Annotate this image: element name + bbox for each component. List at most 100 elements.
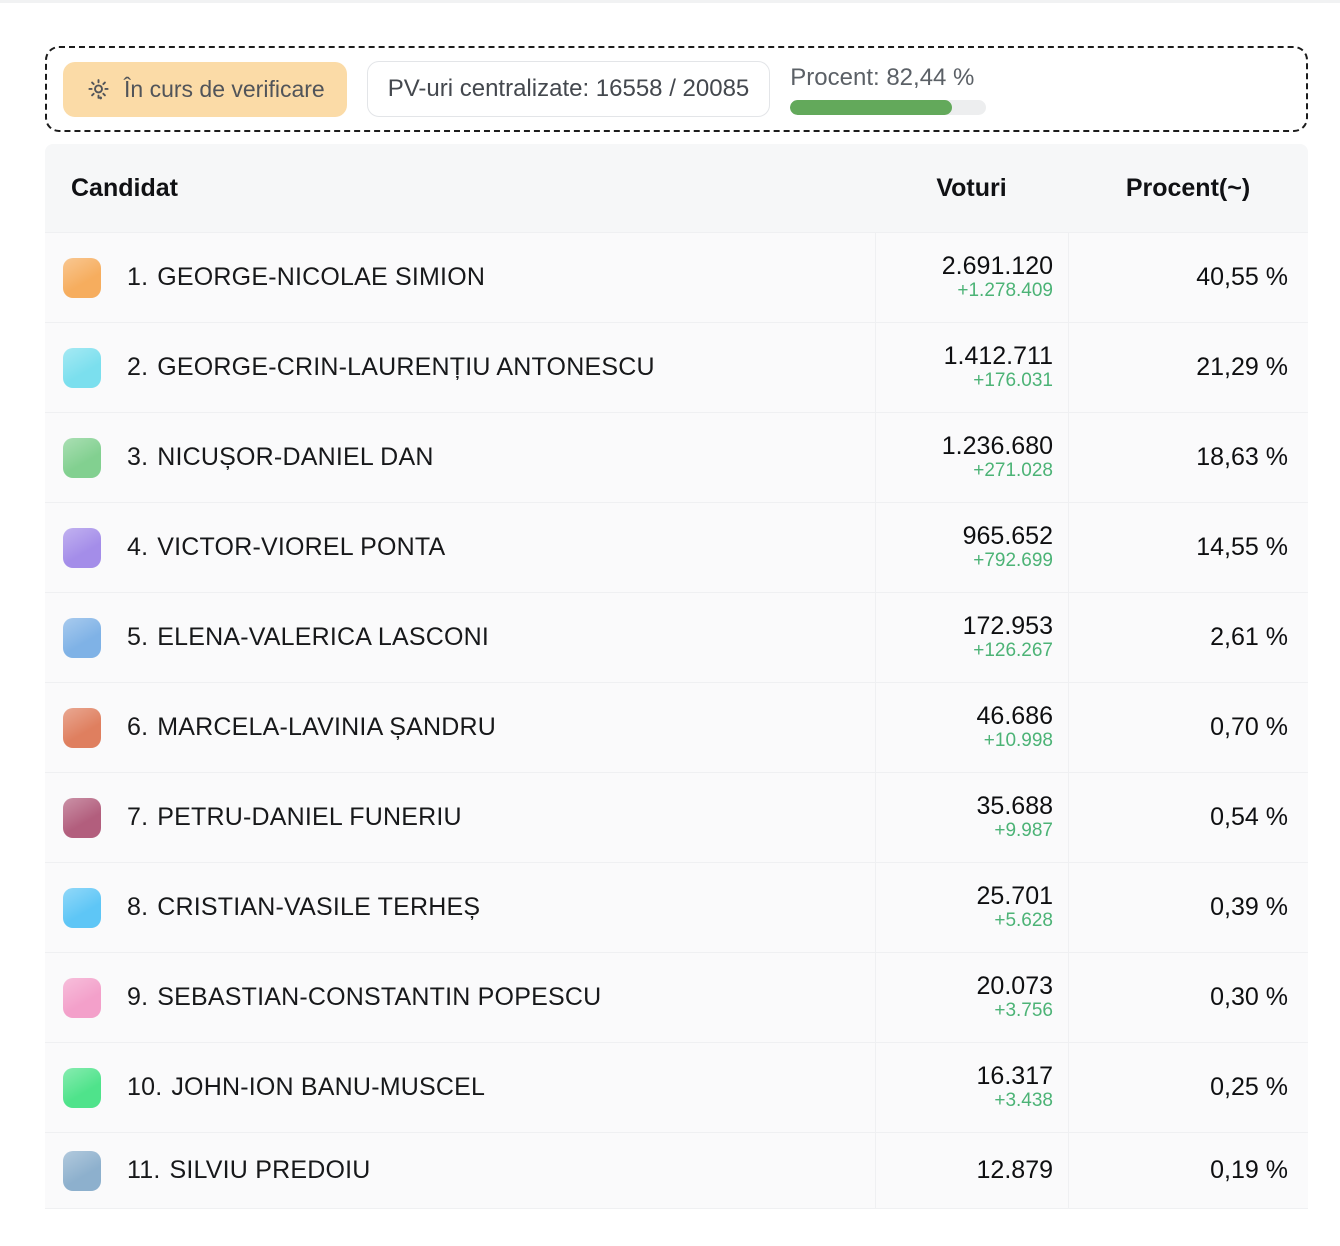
candidate-row[interactable]: 6. MARCELA-LAVINIA ȘANDRU 46.686 +10.998 … <box>45 682 1308 772</box>
vote-count: 1.236.680 <box>941 431 1053 460</box>
percent-value: 0,19 % <box>1210 1156 1288 1184</box>
vote-delta: +1.278.409 <box>957 280 1053 302</box>
votes-cell: 2.691.120 +1.278.409 <box>875 233 1068 322</box>
votes-cell: 16.317 +3.438 <box>875 1043 1068 1132</box>
candidate-name-text: 5. ELENA-VALERICA LASCONI <box>127 623 489 652</box>
percent-value: 21,29 % <box>1196 353 1288 381</box>
candidate-name-text: 10. JOHN-ION BANU-MUSCEL <box>127 1073 485 1102</box>
candidate-rank: 8. <box>127 893 149 921</box>
candidate-row[interactable]: 11. SILVIU PREDOIU 12.879 0,19 % <box>45 1132 1308 1208</box>
candidate-row[interactable]: 10. JOHN-ION BANU-MUSCEL 16.317 +3.438 0,… <box>45 1042 1308 1132</box>
vote-count: 20.073 <box>976 971 1053 1000</box>
party-color-swatch <box>63 1067 101 1108</box>
vote-delta: +3.438 <box>994 1090 1053 1112</box>
candidate-name: NICUȘOR-DANIEL DAN <box>157 443 434 471</box>
candidate-cell: 7. PETRU-DANIEL FUNERIU <box>45 797 875 838</box>
candidate-cell: 10. JOHN-ION BANU-MUSCEL <box>45 1067 875 1108</box>
candidate-name-text: 1. GEORGE-NICOLAE SIMION <box>127 263 485 292</box>
vote-delta: +10.998 <box>983 730 1053 752</box>
votes-cell: 172.953 +126.267 <box>875 593 1068 682</box>
votes-cell: 1.236.680 +271.028 <box>875 413 1068 502</box>
candidate-row[interactable]: 5. ELENA-VALERICA LASCONI 172.953 +126.26… <box>45 592 1308 682</box>
vote-delta: +792.699 <box>973 550 1053 572</box>
candidate-cell: 6. MARCELA-LAVINIA ȘANDRU <box>45 707 875 748</box>
progress-label: Procent: 82,44 % <box>790 63 975 91</box>
percent-value: 18,63 % <box>1196 443 1288 471</box>
candidate-cell: 11. SILVIU PREDOIU <box>45 1150 875 1191</box>
vote-count: 25.701 <box>976 881 1053 910</box>
percent-cell: 21,29 % <box>1068 323 1308 412</box>
votes-cell: 20.073 +3.756 <box>875 953 1068 1042</box>
candidate-rank: 5. <box>127 623 149 651</box>
party-color-swatch <box>63 887 101 928</box>
vote-delta: +3.756 <box>994 1000 1053 1022</box>
votes-cell: 35.688 +9.987 <box>875 773 1068 862</box>
percent-cell: 0,39 % <box>1068 863 1308 952</box>
candidate-cell: 2. GEORGE-CRIN-LAURENȚIU ANTONESCU <box>45 347 875 388</box>
vote-delta: +9.987 <box>994 820 1053 842</box>
vote-count: 46.686 <box>976 701 1053 730</box>
percent-cell: 0,19 % <box>1068 1133 1308 1208</box>
party-color-swatch <box>63 977 101 1018</box>
candidate-row[interactable]: 7. PETRU-DANIEL FUNERIU 35.688 +9.987 0,5… <box>45 772 1308 862</box>
progress-block: Procent: 82,44 % <box>790 63 987 115</box>
candidate-cell: 9. SEBASTIAN-CONSTANTIN POPESCU <box>45 977 875 1018</box>
percent-value: 0,30 % <box>1210 983 1288 1011</box>
percent-value: 40,55 % <box>1196 263 1288 291</box>
verification-status-label: În curs de verificare <box>124 75 325 102</box>
candidate-row[interactable]: 9. SEBASTIAN-CONSTANTIN POPESCU 20.073 +3… <box>45 952 1308 1042</box>
page-top-divider <box>0 0 1340 3</box>
party-color-swatch <box>63 617 101 658</box>
candidate-name-text: 6. MARCELA-LAVINIA ȘANDRU <box>127 713 496 742</box>
candidate-cell: 4. VICTOR-VIOREL PONTA <box>45 527 875 568</box>
percent-cell: 0,30 % <box>1068 953 1308 1042</box>
results-table-header: Candidat Voturi Procent(~) <box>45 144 1308 232</box>
party-color-swatch <box>63 347 101 388</box>
verification-status-panel: În curs de verificare PV-uri centralizat… <box>45 46 1308 132</box>
candidate-row[interactable]: 8. CRISTIAN-VASILE TERHEȘ 25.701 +5.628 0… <box>45 862 1308 952</box>
candidate-rank: 4. <box>127 533 149 561</box>
votes-cell: 25.701 +5.628 <box>875 863 1068 952</box>
percent-value: 0,54 % <box>1210 803 1288 831</box>
pv-centralized-box: PV-uri centralizate: 16558 / 20085 <box>366 61 771 117</box>
vote-delta: +271.028 <box>973 460 1053 482</box>
candidate-name-text: 8. CRISTIAN-VASILE TERHEȘ <box>127 893 480 922</box>
party-color-swatch <box>63 1150 101 1191</box>
votes-cell: 46.686 +10.998 <box>875 683 1068 772</box>
candidate-name: VICTOR-VIOREL PONTA <box>157 533 446 561</box>
party-color-swatch <box>63 797 101 838</box>
candidate-name: SILVIU PREDOIU <box>169 1156 371 1184</box>
progress-bar-track <box>790 99 987 115</box>
vote-count: 2.691.120 <box>941 251 1053 280</box>
results-table-body: 1. GEORGE-NICOLAE SIMION 2.691.120 +1.278… <box>45 232 1308 1208</box>
candidate-row[interactable]: 4. VICTOR-VIOREL PONTA 965.652 +792.699 1… <box>45 502 1308 592</box>
percent-cell: 0,25 % <box>1068 1043 1308 1132</box>
header-votes: Voturi <box>936 173 1007 202</box>
candidate-rank: 2. <box>127 353 149 381</box>
party-color-swatch <box>63 527 101 568</box>
pv-centralized-label: PV-uri centralizate: 16558 / 20085 <box>387 75 750 102</box>
candidate-row[interactable]: 1. GEORGE-NICOLAE SIMION 2.691.120 +1.278… <box>45 232 1308 322</box>
candidate-row[interactable]: 3. NICUȘOR-DANIEL DAN 1.236.680 +271.028 … <box>45 412 1308 502</box>
verification-status-badge: În curs de verificare <box>63 61 347 117</box>
candidate-rank: 6. <box>127 713 149 741</box>
gear-alert-icon <box>85 76 112 103</box>
percent-value: 14,55 % <box>1196 533 1288 561</box>
party-color-swatch <box>63 707 101 748</box>
candidate-rank: 9. <box>127 983 149 1011</box>
vote-count: 35.688 <box>976 791 1053 820</box>
candidate-name: JOHN-ION BANU-MUSCEL <box>171 1073 486 1101</box>
percent-cell: 14,55 % <box>1068 503 1308 592</box>
candidate-rank: 7. <box>127 803 149 831</box>
candidate-cell: 8. CRISTIAN-VASILE TERHEȘ <box>45 887 875 928</box>
vote-count: 1.412.711 <box>943 341 1053 370</box>
candidate-name: PETRU-DANIEL FUNERIU <box>157 803 462 831</box>
candidate-name-text: 2. GEORGE-CRIN-LAURENȚIU ANTONESCU <box>127 353 655 382</box>
progress-bar-fill <box>790 99 952 115</box>
votes-cell: 965.652 +792.699 <box>875 503 1068 592</box>
candidate-row[interactable]: 2. GEORGE-CRIN-LAURENȚIU ANTONESCU 1.412.… <box>45 322 1308 412</box>
percent-cell: 2,61 % <box>1068 593 1308 682</box>
candidate-name: SEBASTIAN-CONSTANTIN POPESCU <box>157 983 602 1011</box>
percent-value: 0,39 % <box>1210 893 1288 921</box>
candidate-rank: 3. <box>127 443 149 471</box>
